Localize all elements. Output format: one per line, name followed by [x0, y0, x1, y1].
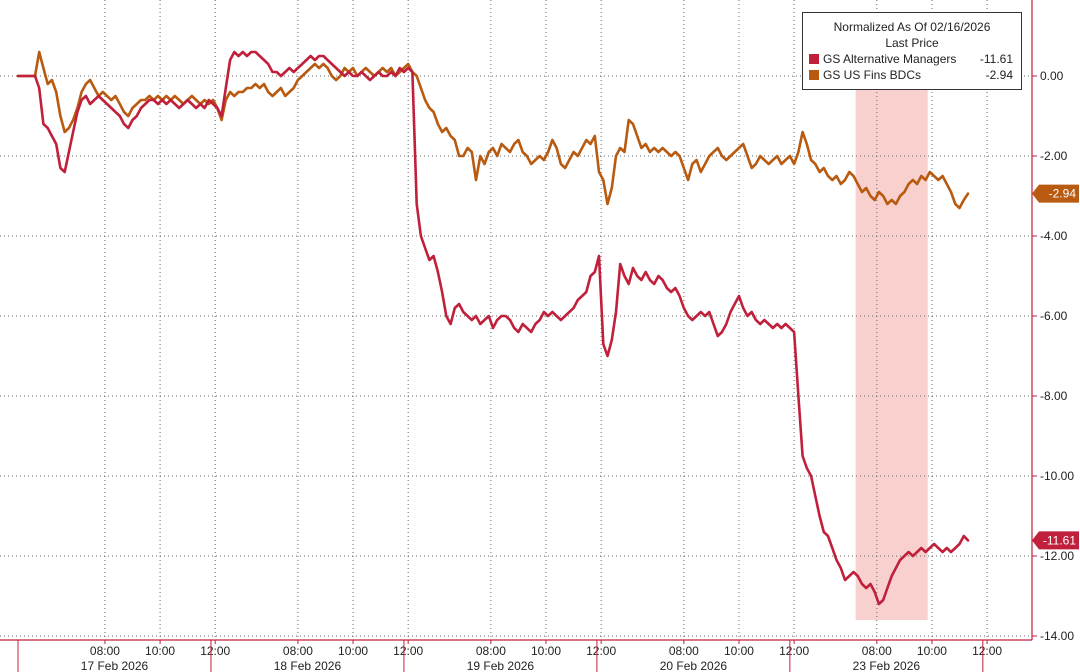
series-line-alt-managers: [16, 50, 970, 606]
y-tick-label: -6.00: [1040, 309, 1068, 323]
y-tick-label: -8.00: [1040, 389, 1068, 403]
legend-entry-alt-managers: GS Alternative Managers -11.61: [803, 51, 1021, 67]
x-tick-label: 08:00: [669, 644, 699, 658]
highlight-band: [855, 28, 928, 620]
y-tick-label: -14.00: [1040, 629, 1074, 643]
series-layer: [16, 50, 970, 606]
x-day-label: 19 Feb 2026: [467, 659, 535, 672]
x-tick-label: 08:00: [476, 644, 506, 658]
legend-series-name: GS US Fins BDCs: [823, 68, 922, 82]
x-tick-label: 08:00: [283, 644, 313, 658]
x-day-label: 17 Feb 2026: [81, 659, 149, 672]
legend-entry-bdcs: GS US Fins BDCs -2.94: [803, 67, 1021, 83]
legend-title: Normalized As Of 02/16/2026: [833, 20, 991, 34]
x-tick-label: 08:00: [90, 644, 120, 658]
legend-subtitle: Last Price: [885, 36, 939, 50]
x-day-label: 20 Feb 2026: [660, 659, 728, 672]
badge-layer: -11.61 -2.94: [1032, 184, 1079, 550]
x-tick-label: 12:00: [779, 644, 809, 658]
legend-series-value: -11.61: [979, 52, 1013, 66]
badge-shape: [1032, 184, 1079, 203]
x-tick-label: 10:00: [917, 644, 947, 658]
badge-value: -2.94: [1049, 187, 1077, 201]
y-tick-label: -2.00: [1040, 149, 1068, 163]
last-value-badge-bdcs: -2.94: [1032, 184, 1079, 203]
last-value-badge-alt-managers: -11.61: [1032, 531, 1079, 550]
x-day-label: 18 Feb 2026: [274, 659, 342, 672]
x-tick-label: 12:00: [586, 644, 616, 658]
x-tick-label: 10:00: [145, 644, 175, 658]
y-tick-label: -12.00: [1040, 549, 1074, 563]
x-tick-label: 12:00: [972, 644, 1002, 658]
badge-value: -11.61: [1043, 533, 1076, 547]
highlight-layer: [855, 28, 928, 620]
x-tick-label: 10:00: [338, 644, 368, 658]
y-tick-label: -10.00: [1040, 469, 1074, 483]
legend-swatch-alt-managers: [809, 54, 819, 64]
badge-shape: [1032, 531, 1079, 550]
x-tick-label: 12:00: [393, 644, 423, 658]
x-tick-label: 10:00: [724, 644, 754, 658]
legend: Normalized As Of 02/16/2026 Last Price G…: [802, 12, 1022, 90]
legend-series-name: GS Alternative Managers: [823, 52, 957, 66]
x-tick-label: 10:00: [531, 644, 561, 658]
y-tick-label: -4.00: [1040, 229, 1068, 243]
x-day-label: 23 Feb 2026: [853, 659, 921, 672]
legend-series-value: -2.94: [985, 68, 1013, 82]
x-tick-label: 12:00: [200, 644, 230, 658]
x-tick-label: 08:00: [862, 644, 892, 658]
y-tick-label: 0.00: [1040, 69, 1064, 83]
legend-swatch-bdcs: [809, 70, 819, 80]
